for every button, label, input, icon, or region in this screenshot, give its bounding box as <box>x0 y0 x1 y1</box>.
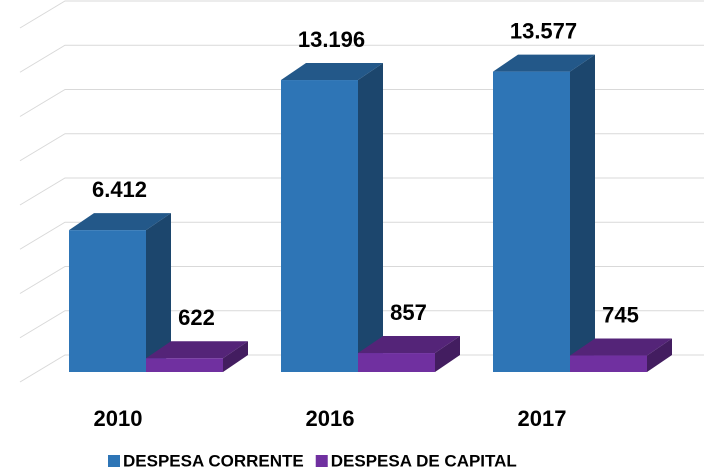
data-label: 745 <box>602 302 639 327</box>
grid-line <box>19 0 704 29</box>
grid-line <box>19 266 704 294</box>
bar-top <box>69 213 171 231</box>
data-label: 857 <box>390 300 427 325</box>
bar <box>358 353 435 372</box>
bar-top <box>493 54 595 72</box>
x-tick-label: 2016 <box>306 406 355 431</box>
bar-side <box>570 54 595 372</box>
bar <box>570 355 647 372</box>
bar <box>281 80 358 372</box>
bar-top <box>358 336 460 354</box>
grid-line <box>19 89 704 117</box>
bar-top <box>570 338 672 356</box>
bar-top <box>146 341 248 359</box>
legend-swatch <box>108 455 120 467</box>
bar-side <box>223 341 248 372</box>
grid-line <box>19 44 704 73</box>
grid-line <box>19 133 704 162</box>
bar-side <box>435 336 460 372</box>
data-label: 13.196 <box>298 27 365 52</box>
grid-line <box>19 310 704 339</box>
bar <box>146 358 223 372</box>
data-label: 13.577 <box>510 18 577 43</box>
grid-line <box>19 177 704 206</box>
bar-side <box>358 63 383 372</box>
x-tick-label: 2010 <box>94 406 143 431</box>
bar-side <box>146 213 171 372</box>
grid-line <box>19 221 704 250</box>
data-label: 6.412 <box>92 177 147 202</box>
legend-label: DESPESA DE CAPITAL <box>331 451 517 470</box>
bar <box>69 230 146 372</box>
legend-swatch <box>315 455 328 467</box>
data-label: 622 <box>178 305 215 330</box>
bar <box>493 71 570 372</box>
x-tick-label: 2017 <box>518 406 567 431</box>
bar-top <box>281 63 383 81</box>
bar-side <box>647 338 672 372</box>
grid-line <box>19 354 704 383</box>
legend-label: DESPESA CORRENTE <box>123 451 304 470</box>
